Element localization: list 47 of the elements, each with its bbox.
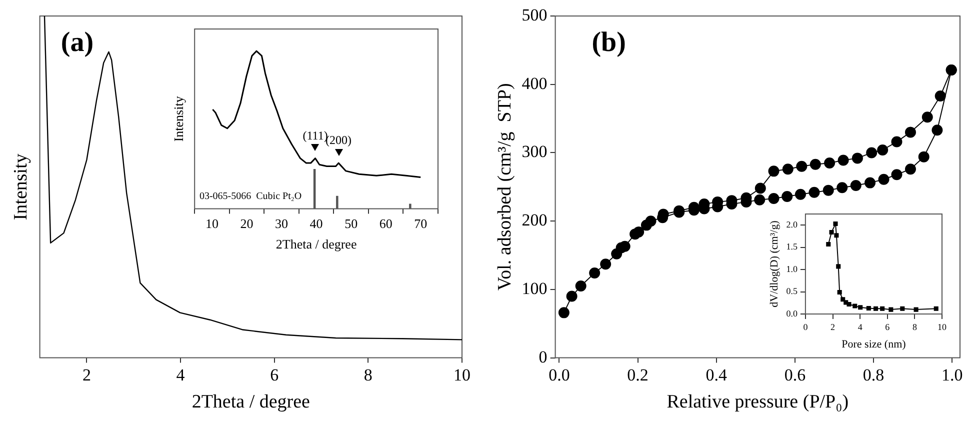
x-tick-label: 0.8 — [862, 365, 884, 384]
y-tick-label: 300 — [522, 142, 548, 162]
x-axis-title: Pore size (nm) — [842, 338, 906, 350]
x-tick-label: 0.2 — [627, 365, 648, 384]
x-tick-label: 0.0 — [548, 365, 570, 384]
x-tick-label: 10 — [938, 322, 947, 332]
x-tick-label: 1.0 — [942, 365, 963, 384]
y-tick-label: 500 — [522, 5, 548, 24]
y-axis-title: dV/dlog(D) (cm³/g) — [768, 220, 780, 308]
x-tick-label: 0 — [803, 322, 808, 332]
x-tick-label: 20 — [240, 216, 254, 232]
y-tick-label: 2.0 — [786, 219, 798, 230]
x-tick-label: 6 — [270, 365, 279, 384]
x-tick-label: 4 — [176, 365, 186, 384]
x-axis-title: 2Theta / degree — [192, 392, 310, 413]
x-tick-label: 0.6 — [784, 365, 806, 384]
y-axis-title: Vol. adsorbed (cm³/g STP) — [494, 83, 516, 291]
x-tick-label: 50 — [344, 216, 358, 232]
annotation: (a) — [60, 26, 94, 58]
x-tick-label: 10 — [454, 365, 470, 384]
x-tick-label: 0.4 — [706, 365, 728, 384]
x-tick-label: 6 — [885, 322, 890, 332]
y-tick-label: 200 — [522, 210, 548, 230]
y-tick-label: 0.5 — [786, 286, 798, 296]
x-tick-label: 60 — [379, 216, 392, 232]
annotation: 03-065-5066 Cubic Pt₂O — [199, 191, 302, 202]
x-tick-label: 70 — [414, 216, 428, 232]
x-tick-label: 40 — [310, 216, 323, 232]
x-tick-label: 10 — [205, 216, 218, 232]
x-tick-label: 8 — [912, 322, 918, 332]
y-axis-title: Intensity — [171, 96, 186, 142]
x-tick-label: 2 — [82, 365, 91, 384]
y-tick-label: 1.5 — [786, 242, 798, 252]
x-tick-label: 8 — [364, 365, 372, 384]
x-axis-title: 2Theta / degree — [276, 236, 357, 252]
y-tick-label: 0.0 — [786, 308, 798, 318]
x-tick-label: 30 — [275, 216, 288, 232]
y-tick-label: 0 — [538, 347, 548, 366]
y-tick-label: 100 — [522, 278, 548, 298]
y-axis-title: Intensity — [10, 153, 32, 220]
y-tick-label: 1.0 — [786, 264, 798, 274]
y-tick-label: 400 — [522, 74, 548, 93]
annotation: (b) — [592, 26, 626, 58]
x-tick-label: 2 — [830, 322, 836, 332]
x-tick-label: 4 — [858, 322, 863, 332]
x-axis-title: Relative pressure (P/P₀) — [666, 392, 849, 413]
annotation: (111) — [302, 128, 328, 142]
